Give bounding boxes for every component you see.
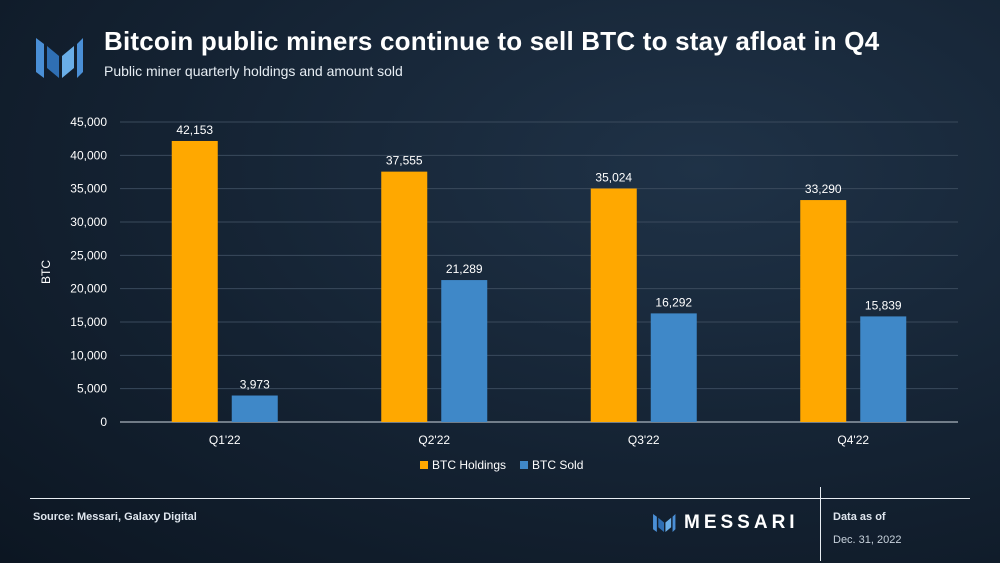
bar-btc-sold: [441, 280, 488, 422]
bar-btc-holdings: [381, 171, 428, 422]
legend-label-holdings: BTC Holdings: [432, 458, 507, 472]
data-as-of-date: Dec. 31, 2022: [833, 534, 902, 546]
x-tick-label: Q2'22: [418, 433, 450, 447]
chart-subtitle: Public miner quarterly holdings and amou…: [104, 63, 403, 79]
legend-swatch-holdings: [420, 461, 428, 469]
legend-swatch-sold: [520, 461, 529, 469]
legend-item-sold: BTC Sold: [520, 458, 583, 472]
bar-btc-holdings: [800, 200, 847, 422]
y-tick-label: 25,000: [70, 248, 107, 262]
data-label: 37,555: [386, 154, 423, 168]
y-tick-label: 0: [100, 415, 107, 429]
messari-logo-icon: [36, 38, 83, 78]
data-label: 15,839: [865, 298, 902, 312]
y-tick-label: 15,000: [70, 315, 107, 329]
chart-legend: BTC Holdings BTC Sold: [420, 458, 583, 472]
x-tick-label: Q4'22: [837, 433, 869, 447]
data-as-of-label: Data as of: [833, 511, 886, 523]
bar-btc-sold: [860, 316, 907, 422]
messari-small-logo-icon: [653, 513, 676, 533]
legend-label-sold: BTC Sold: [532, 458, 584, 472]
footer-divider-line: [30, 498, 970, 499]
y-tick-label: 5,000: [77, 382, 107, 396]
data-label: 3,973: [240, 378, 270, 392]
brand-logo: MESSARI: [652, 512, 799, 534]
data-label: 35,024: [595, 171, 632, 185]
source-note: Source: Messari, Galaxy Digital: [33, 511, 197, 523]
y-tick-label: 40,000: [70, 148, 107, 162]
legend-item-holdings: BTC Holdings: [420, 458, 506, 472]
data-label: 16,292: [655, 295, 692, 309]
x-tick-label: Q3'22: [628, 433, 660, 447]
data-label: 42,153: [176, 123, 213, 137]
bar-btc-sold: [231, 395, 278, 422]
y-tick-label: 30,000: [70, 215, 107, 229]
chart-title: Bitcoin public miners continue to sell B…: [104, 26, 880, 56]
data-label: 21,289: [446, 262, 483, 276]
data-label: 33,290: [805, 182, 842, 196]
y-tick-label: 10,000: [70, 348, 107, 362]
bar-btc-holdings: [171, 140, 218, 423]
y-tick-label: 20,000: [70, 282, 107, 296]
footer-vertical-divider: [820, 487, 821, 561]
y-tick-label: 45,000: [70, 115, 107, 129]
brand-wordmark: MESSARI: [684, 512, 799, 533]
x-tick-label: Q1'22: [209, 433, 241, 447]
y-tick-label: 35,000: [70, 182, 107, 196]
bar-btc-sold: [650, 313, 697, 422]
y-axis-title: BTC: [39, 260, 53, 284]
bar-chart: 0 5,000 10,000 15,000 20,000 25,000 30,000 35,0…: [39, 115, 958, 447]
bar-btc-holdings: [590, 188, 637, 422]
